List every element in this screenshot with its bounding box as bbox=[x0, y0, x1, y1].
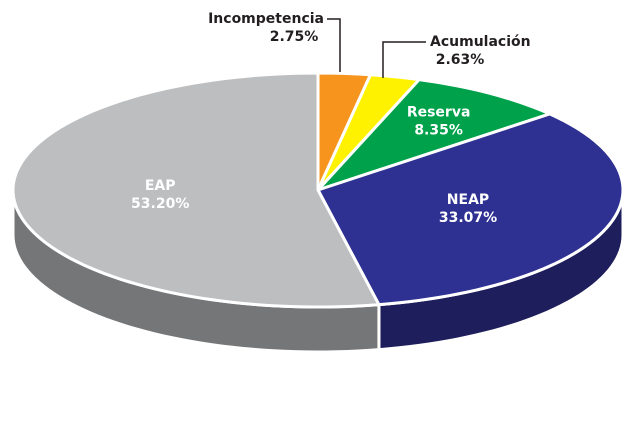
value-label: 53.20% bbox=[131, 196, 189, 212]
slice-label: NEAP bbox=[447, 192, 489, 208]
slice-label: Acumulación bbox=[430, 34, 531, 50]
slice bbox=[316, 78, 552, 192]
slice bbox=[11, 71, 381, 309]
slice-label: Incompetencia bbox=[208, 11, 324, 27]
value-label: 2.75% bbox=[270, 29, 319, 45]
slice-label: Reserva bbox=[407, 104, 471, 120]
value-label: 33.07% bbox=[439, 210, 497, 226]
value-label: 8.35% bbox=[414, 122, 463, 138]
slice-label: EAP bbox=[145, 178, 176, 194]
slice bbox=[316, 112, 623, 307]
value-label: 2.63% bbox=[436, 52, 485, 68]
leader-line bbox=[327, 18, 341, 72]
leader-line bbox=[382, 41, 426, 78]
